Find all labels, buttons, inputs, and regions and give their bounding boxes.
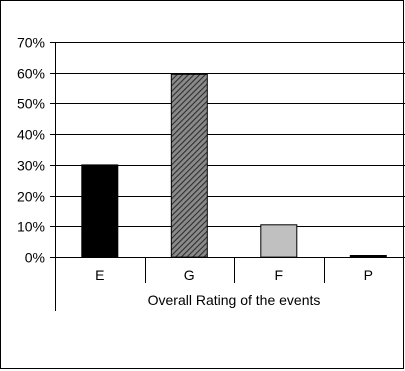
y-tick-label: 40% <box>17 127 45 143</box>
x-axis-label: Overall Rating of the events <box>148 292 321 308</box>
axes <box>50 42 405 311</box>
bar-p <box>349 255 387 258</box>
bar-g <box>170 73 208 258</box>
y-tick-label: 30% <box>17 158 45 174</box>
y-tick-labels: 0% 10% 20% 30% 40% 50% 60% 70% <box>17 35 45 266</box>
x-tick-label: P <box>364 267 373 283</box>
y-tick-label: 20% <box>17 189 45 205</box>
y-tick-label: 70% <box>17 35 45 51</box>
y-tick-label: 60% <box>17 66 45 82</box>
y-tick-label: 10% <box>17 219 45 235</box>
x-tick-label: E <box>95 267 104 283</box>
bar-f <box>260 224 298 258</box>
y-tick-label: 0% <box>25 250 45 266</box>
x-tick-label: F <box>274 267 283 283</box>
x-tick-label: G <box>184 267 195 283</box>
y-tick-label: 50% <box>17 96 45 112</box>
bar-e <box>81 164 119 258</box>
